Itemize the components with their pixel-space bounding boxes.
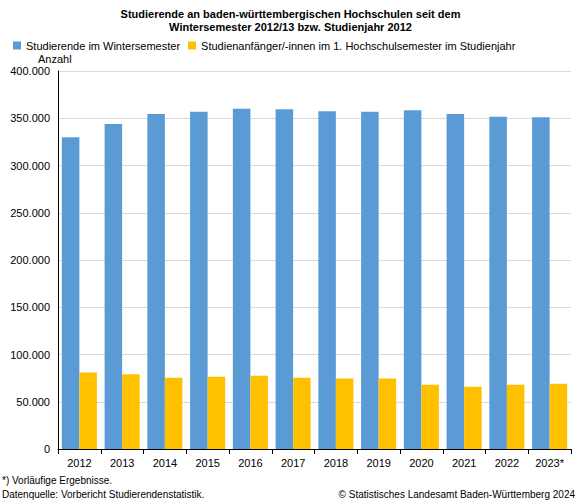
svg-text:Datenquelle: Vorbericht Studie: Datenquelle: Vorbericht Studierendenstat…: [2, 489, 204, 500]
svg-text:2021: 2021: [452, 457, 476, 469]
svg-text:2020: 2020: [409, 457, 433, 469]
svg-text:Anzahl: Anzahl: [38, 53, 72, 65]
svg-text:*) Vorläufige Ergebnisse.: *) Vorläufige Ergebnisse.: [2, 475, 112, 486]
svg-text:2022: 2022: [495, 457, 519, 469]
svg-text:2017: 2017: [281, 457, 305, 469]
svg-text:2023*: 2023*: [535, 457, 564, 469]
svg-text:100.000: 100.000: [10, 349, 50, 361]
svg-text:Studierende im Wintersemester: Studierende im Wintersemester: [26, 40, 180, 52]
svg-text:© Statistisches Landesamt Bade: © Statistisches Landesamt Baden-Württemb…: [339, 489, 576, 500]
svg-text:300.000: 300.000: [10, 160, 50, 172]
svg-text:2018: 2018: [324, 457, 348, 469]
svg-text:Studierende an baden-württembe: Studierende an baden-württembergischen H…: [121, 8, 461, 20]
svg-text:2016: 2016: [238, 457, 262, 469]
svg-text:50.000: 50.000: [16, 396, 50, 408]
svg-text:150.000: 150.000: [10, 301, 50, 313]
svg-text:2019: 2019: [366, 457, 390, 469]
svg-text:Studienanfänger/-innen im 1. H: Studienanfänger/-innen im 1. Hochschulse…: [201, 40, 516, 52]
svg-text:2014: 2014: [153, 457, 177, 469]
svg-text:2013: 2013: [110, 457, 134, 469]
svg-text:0: 0: [44, 443, 50, 455]
svg-text:2015: 2015: [195, 457, 219, 469]
svg-text:2012: 2012: [67, 457, 91, 469]
svg-text:350.000: 350.000: [10, 112, 50, 124]
svg-text:250.000: 250.000: [10, 207, 50, 219]
svg-text:200.000: 200.000: [10, 254, 50, 266]
svg-text:400.000: 400.000: [10, 65, 50, 77]
svg-text:Wintersemester 2012/13 bzw. St: Wintersemester 2012/13 bzw. Studienjahr …: [169, 21, 412, 33]
